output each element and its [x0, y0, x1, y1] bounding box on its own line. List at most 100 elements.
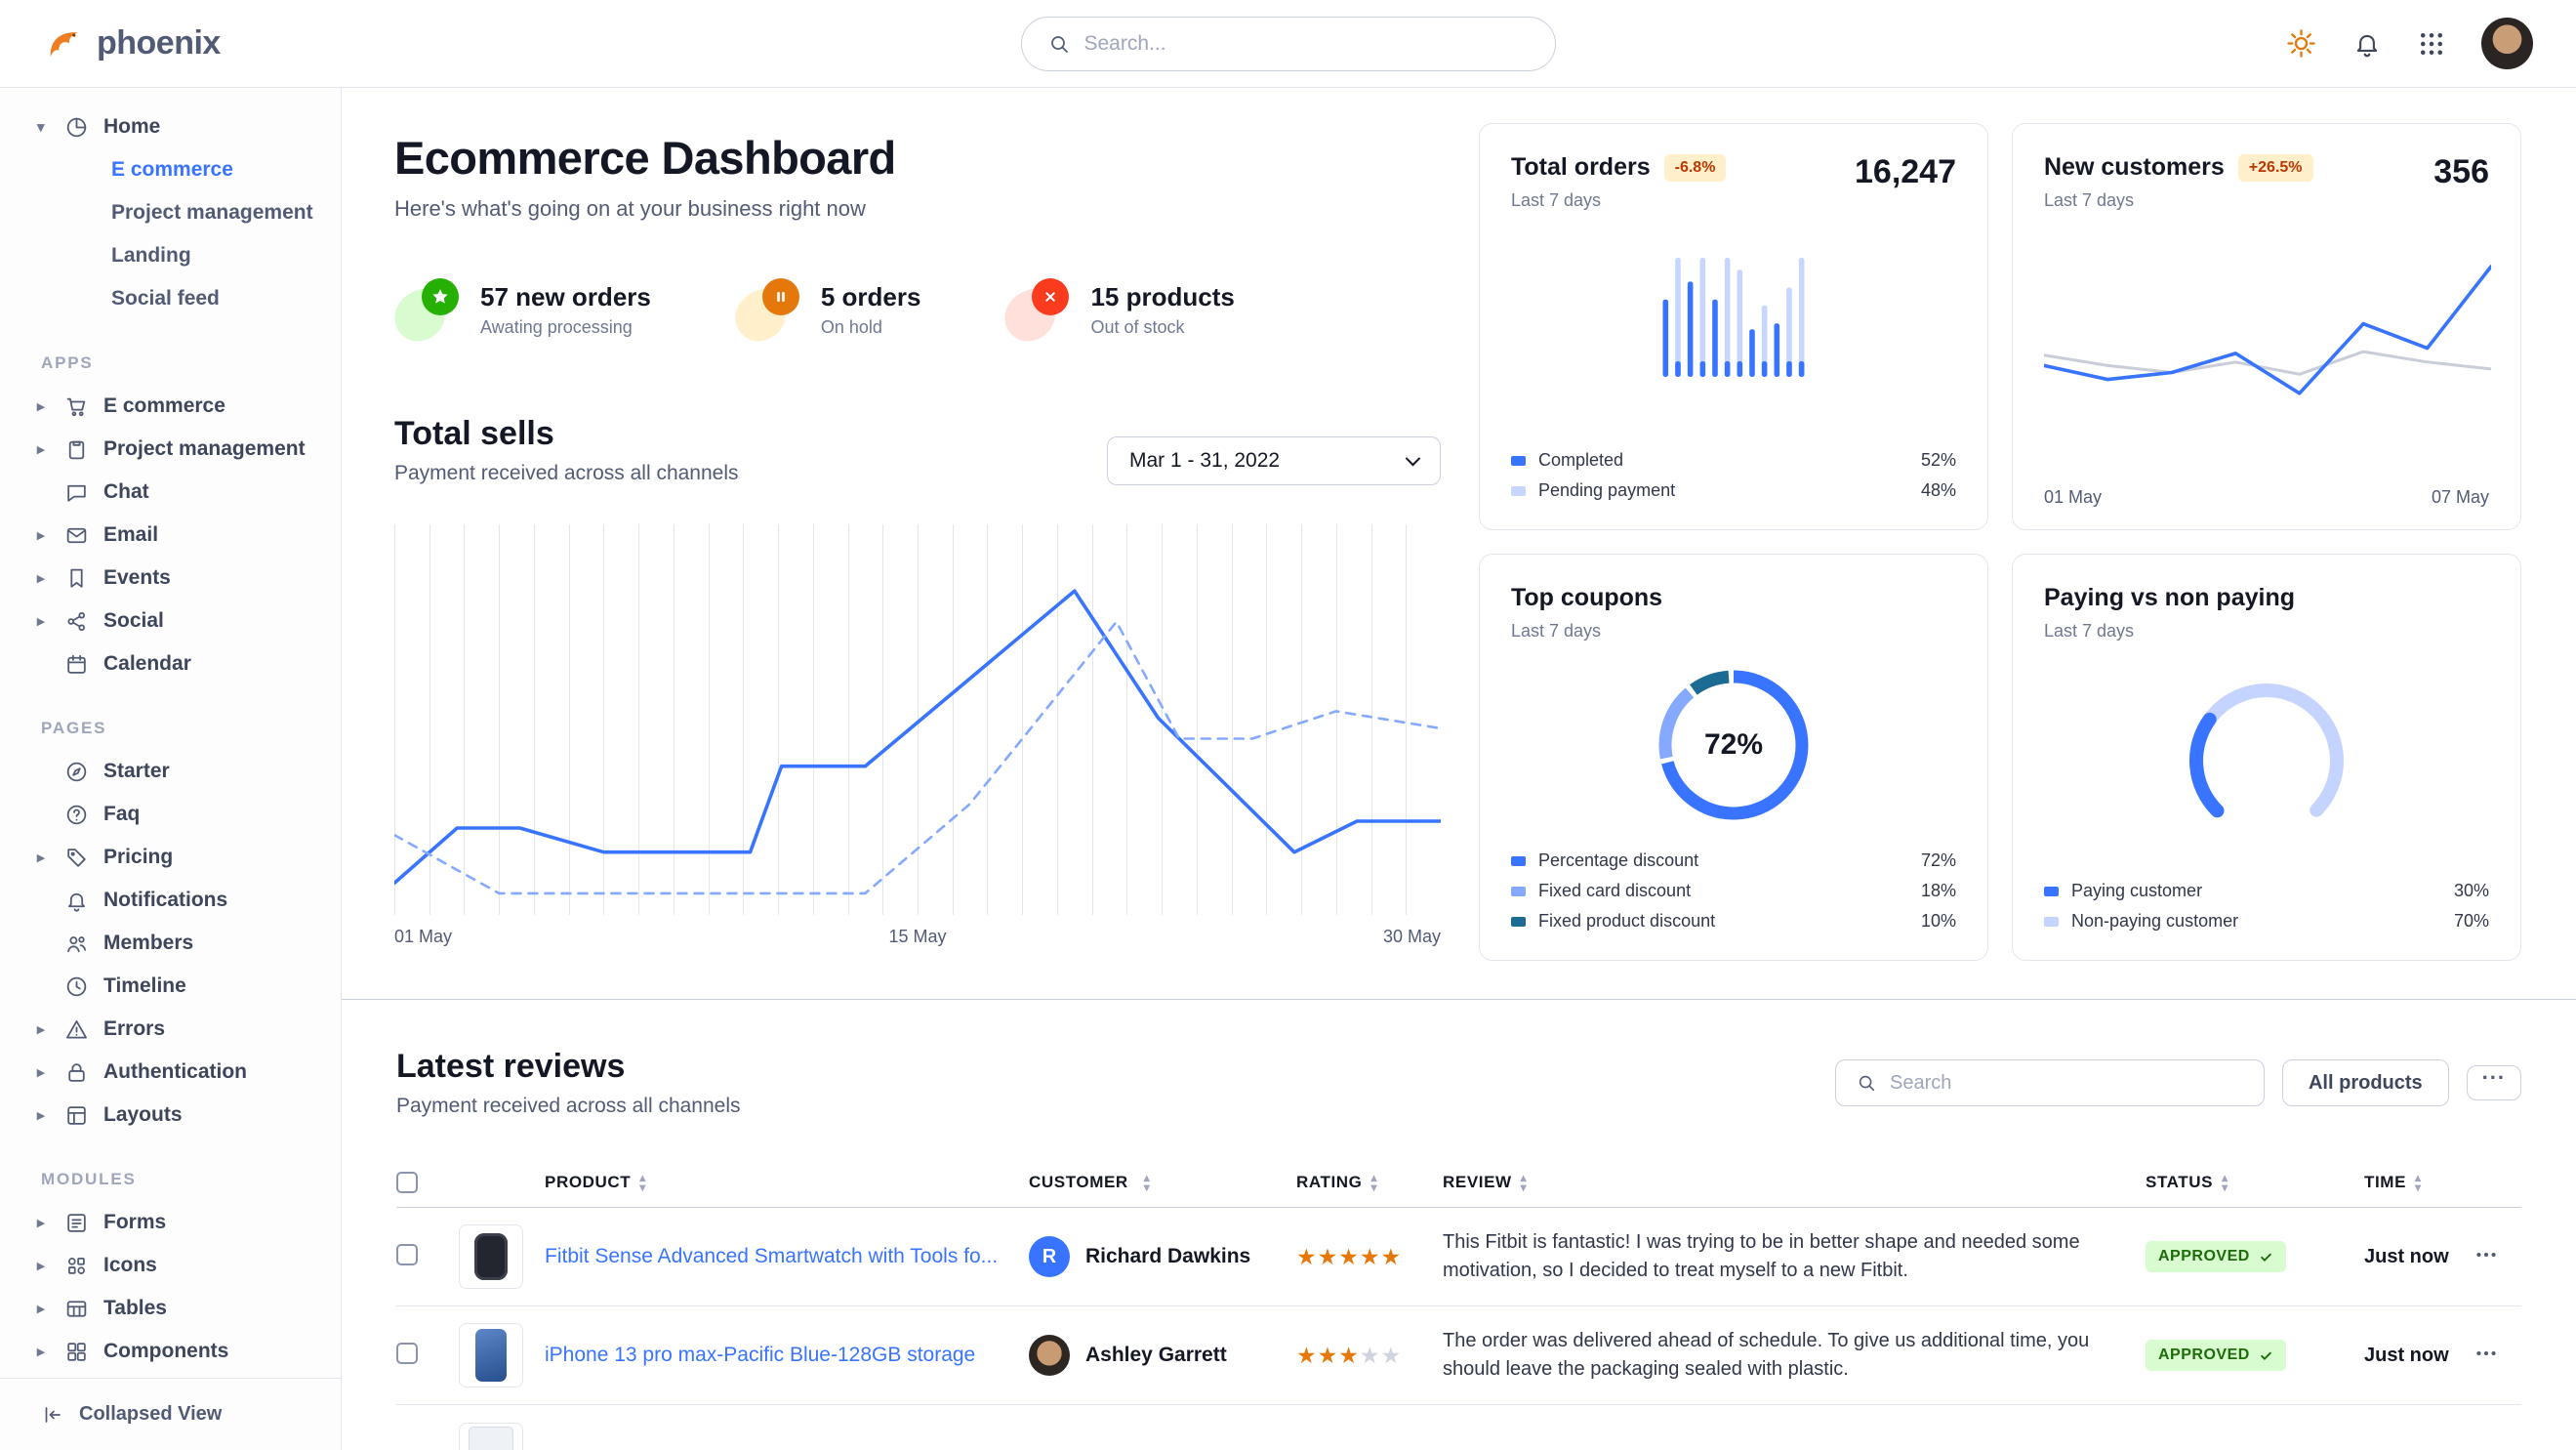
- sidebar-item-social[interactable]: ▸ Social: [0, 600, 341, 642]
- sidebar-group-label-modules: MODULES: [41, 1170, 137, 1188]
- sidebar-item-label: Email: [103, 523, 159, 546]
- column-header-status[interactable]: STATUS ▴ ▾: [2146, 1170, 2364, 1194]
- sidebar-item-label: Starter: [103, 760, 170, 782]
- sidebar-item-notifications[interactable]: Notifications: [0, 879, 341, 922]
- theme-toggle-sun-icon[interactable]: [2285, 27, 2317, 60]
- sidebar-item-errors[interactable]: ▸ Errors: [0, 1008, 341, 1051]
- dashboard-left-column: Ecommerce Dashboard Here's what's going …: [389, 131, 1441, 947]
- customer-avatar: R: [1029, 1236, 1070, 1277]
- sidebar-item-tables[interactable]: ▸ Tables: [0, 1287, 341, 1330]
- notifications-bell-icon[interactable]: [2352, 29, 2382, 59]
- stat-5-orders: 5 orders On hold: [730, 278, 920, 346]
- review-time: Just now: [2364, 1344, 2449, 1366]
- sidebar-item-authentication[interactable]: ▸ Authentication: [0, 1051, 341, 1094]
- apps-grid-icon[interactable]: [2417, 29, 2446, 59]
- question-icon: [64, 803, 89, 827]
- legend-value: 72%: [1920, 850, 1956, 870]
- legend-value: 52%: [1920, 450, 1956, 470]
- sidebar-item-components[interactable]: ▸ Components: [0, 1330, 341, 1373]
- sidebar-item-chat[interactable]: Chat: [0, 471, 341, 514]
- date-range-select[interactable]: Mar 1 - 31, 2022: [1107, 436, 1441, 485]
- legend-value: 48%: [1920, 480, 1956, 500]
- sidebar-item-events[interactable]: ▸ Events: [0, 557, 341, 600]
- sidebar-item-label: Components: [103, 1340, 229, 1362]
- table-icon: [64, 1297, 89, 1321]
- icons-icon: [64, 1254, 89, 1278]
- all-products-button[interactable]: All products: [2281, 1059, 2449, 1106]
- topbar-actions: [2285, 18, 2576, 69]
- sidebar-item-e-commerce[interactable]: ▸ E commerce: [0, 385, 341, 428]
- user-avatar[interactable]: [2481, 18, 2533, 69]
- stat-value: 57 new orders: [480, 281, 651, 311]
- row-actions-button[interactable]: [2474, 1242, 2499, 1267]
- paying-card: Paying vs non paying Last 7 days Paying …: [2012, 554, 2521, 961]
- x-tick: 07 May: [2431, 487, 2489, 507]
- caret-right-icon: ▸: [37, 1064, 45, 1081]
- brand-logo[interactable]: phoenix: [0, 23, 342, 64]
- legend-swatch: [1511, 485, 1526, 496]
- sidebar-item-label: E commerce: [103, 394, 225, 417]
- paying-gauge-chart: [2189, 684, 2344, 827]
- caret-right-icon: ▸: [37, 441, 45, 458]
- sidebar-item-layouts[interactable]: ▸ Layouts: [0, 1094, 341, 1137]
- stats-row: 57 new orders Awating processing 5 order…: [389, 278, 1441, 346]
- reviews-more-button[interactable]: ...: [2466, 1061, 2521, 1100]
- sidebar-item-pricing[interactable]: ▸ Pricing: [0, 836, 341, 879]
- search-input[interactable]: [1084, 31, 1530, 56]
- product-image-watch: [474, 1233, 508, 1280]
- orders-bar-chart: [1662, 258, 1805, 377]
- table-row: Fitbit Sense Advanced Smartwatch with To…: [396, 1208, 2521, 1306]
- sidebar-item-forms[interactable]: ▸ Forms: [0, 1201, 341, 1244]
- sidebar-nav: ▾ Home E commerce Project management Landing…: [0, 88, 341, 1378]
- sidebar-item-project-management[interactable]: ▸ Project management: [0, 428, 341, 471]
- lock-icon: [64, 1060, 89, 1085]
- row-actions-button[interactable]: [2474, 1341, 2499, 1366]
- sidebar-item-label: Tables: [103, 1297, 167, 1319]
- users-icon: [64, 932, 89, 956]
- sort-icon: ▴ ▾: [1370, 1170, 1378, 1194]
- sidebar-subitem-social-feed[interactable]: Social feed: [111, 287, 220, 310]
- sidebar-item-email[interactable]: ▸ Email: [0, 514, 341, 557]
- column-header-review[interactable]: REVIEW ▴ ▾: [1443, 1170, 2146, 1194]
- caret-down-icon: ▾: [37, 119, 45, 136]
- product-link[interactable]: Fitbit Sense Advanced Smartwatch with To…: [545, 1245, 999, 1267]
- collapse-view-button[interactable]: Collapsed View: [0, 1378, 341, 1450]
- sidebar-item-calendar[interactable]: Calendar: [0, 642, 341, 685]
- product-thumbnail: [459, 1422, 523, 1450]
- select-all-checkbox[interactable]: [396, 1171, 418, 1193]
- main-content: Ecommerce Dashboard Here's what's going …: [342, 88, 2576, 1450]
- sidebar-item-home[interactable]: ▾ Home: [0, 105, 341, 148]
- customer-avatar: [1029, 1335, 1070, 1376]
- review-text: This Fitbit is fantastic! I was trying t…: [1443, 1231, 2080, 1281]
- row-checkbox[interactable]: [396, 1342, 418, 1364]
- row-checkbox[interactable]: [396, 1243, 418, 1265]
- latest-reviews-section: Latest reviews Payment received across a…: [342, 1001, 2576, 1450]
- caret-right-icon: ▸: [37, 1258, 45, 1274]
- check-icon: [2260, 1253, 2271, 1262]
- sidebar-subitem-landing[interactable]: Landing: [111, 244, 191, 267]
- caret-right-icon: ▸: [37, 613, 45, 630]
- sidebar-item-members[interactable]: Members: [0, 922, 341, 965]
- sidebar-item-timeline[interactable]: Timeline: [0, 965, 341, 1008]
- reviews-search[interactable]: [1834, 1059, 2265, 1106]
- product-link[interactable]: iPhone 13 pro max-Pacific Blue-128GB sto…: [545, 1344, 976, 1366]
- sidebar-subitem-e-commerce[interactable]: E commerce: [111, 158, 233, 181]
- sidebar-item-faq[interactable]: Faq: [0, 793, 341, 836]
- column-header-product[interactable]: PRODUCT ▴ ▾: [545, 1172, 1029, 1193]
- reviews-search-input[interactable]: [1889, 1071, 2244, 1095]
- sidebar-group-label-pages: PAGES: [41, 719, 107, 737]
- column-header-rating[interactable]: RATING ▴ ▾: [1296, 1170, 1443, 1194]
- sidebar-item-icons[interactable]: ▸ Icons: [0, 1244, 341, 1287]
- sidebar-subitem-project-management[interactable]: Project management: [111, 201, 313, 224]
- reviews-table-header: PRODUCT ▴ ▾ CUSTOMER ▴ ▾ RATING ▴ ▾ REVIEW ▴ ▾ S…: [396, 1157, 2521, 1208]
- sort-icon: ▴ ▾: [1520, 1170, 1528, 1194]
- warning-icon: [64, 1017, 89, 1042]
- legend-label: Percentage discount: [1538, 850, 1699, 870]
- column-header-customer[interactable]: CUSTOMER ▴ ▾: [1029, 1172, 1296, 1193]
- stat-value: 15 products: [1090, 281, 1235, 311]
- global-search[interactable]: [1020, 16, 1556, 71]
- column-header-time[interactable]: TIME ▴ ▾: [2364, 1172, 2474, 1193]
- sort-icon: ▴ ▾: [2222, 1170, 2228, 1194]
- sidebar-item-starter[interactable]: Starter: [0, 750, 341, 793]
- caret-right-icon: ▸: [37, 1344, 45, 1360]
